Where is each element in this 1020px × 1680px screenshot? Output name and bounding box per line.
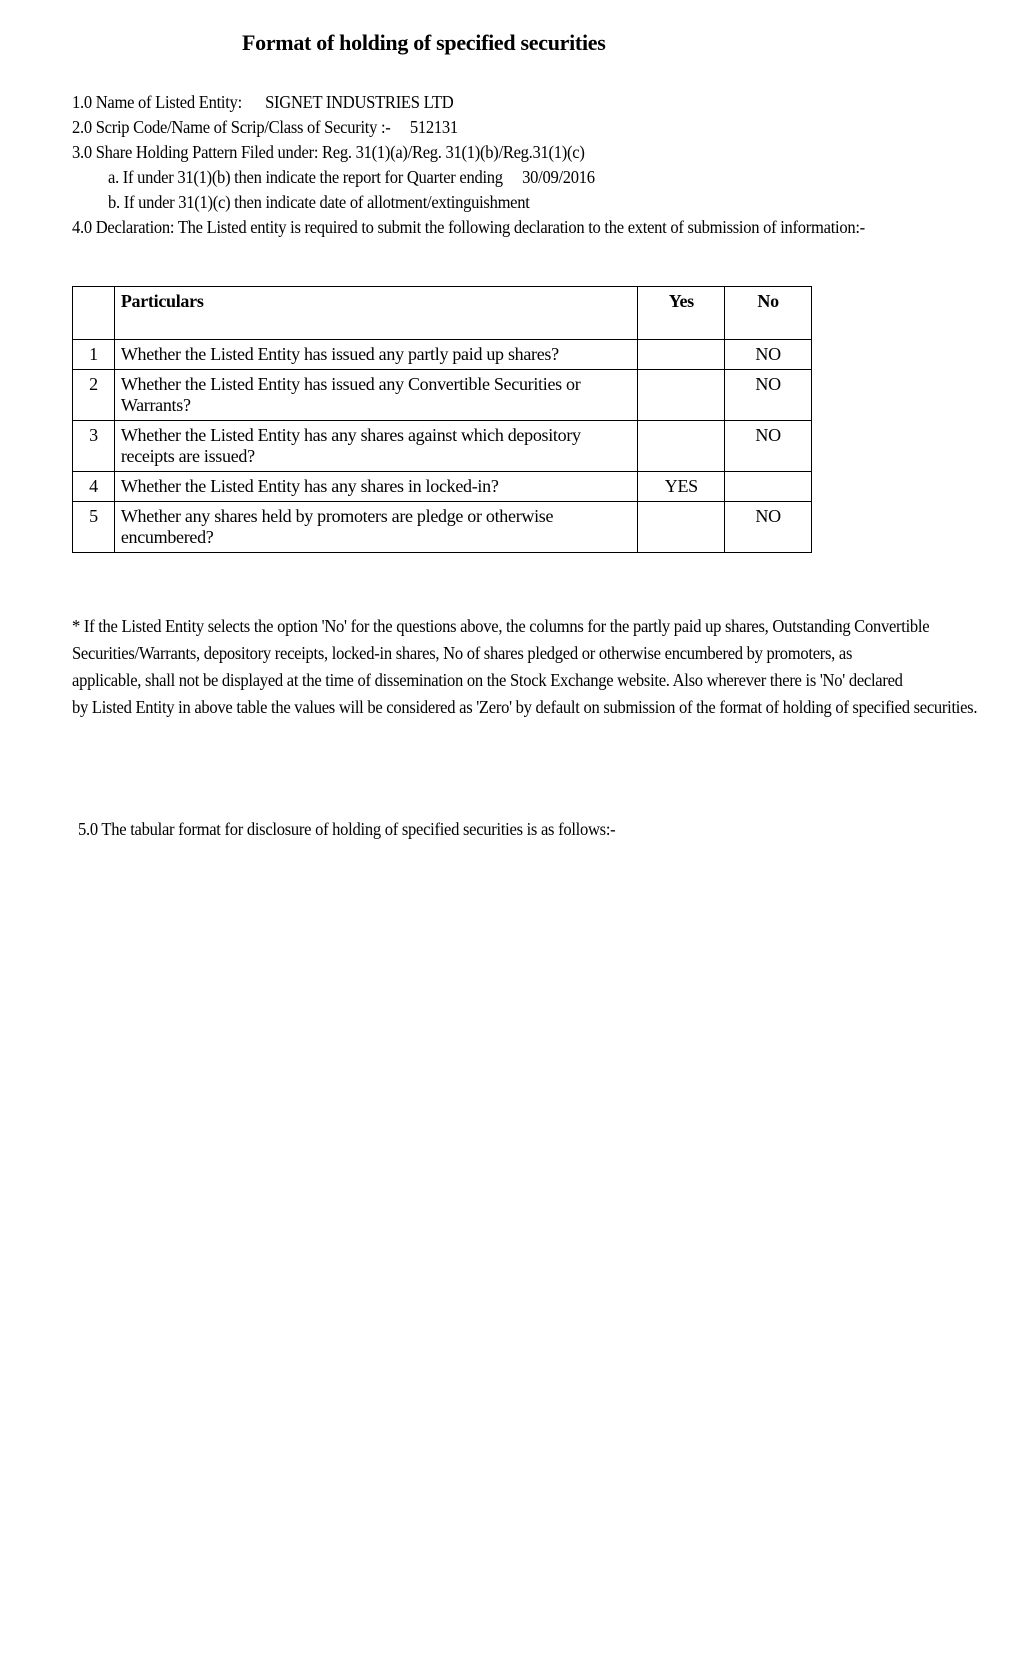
table-row: 3 Whether the Listed Entity has any shar… xyxy=(73,421,812,472)
row-num: 1 xyxy=(73,340,115,370)
line-2: 2.0 Scrip Code/Name of Scrip/Class of Se… xyxy=(72,117,878,138)
table-row: 5 Whether any shares held by promoters a… xyxy=(73,502,812,553)
line-4: 4.0 Declaration: The Listed entity is re… xyxy=(72,217,878,238)
table-header-row: Particulars Yes No xyxy=(73,287,812,340)
row-num: 2 xyxy=(73,370,115,421)
line-5: 5.0 The tabular format for disclosure of… xyxy=(78,819,878,840)
footnote-line-1: * If the Listed Entity selects the optio… xyxy=(72,613,878,640)
row-num: 5 xyxy=(73,502,115,553)
header-blank xyxy=(73,287,115,340)
row-particulars: Whether the Listed Entity has issued any… xyxy=(114,340,638,370)
footnote-line-4: by Listed Entity in above table the valu… xyxy=(72,694,878,721)
line-3a-value: 30/09/2016 xyxy=(522,167,595,187)
row-num: 3 xyxy=(73,421,115,472)
header-no: No xyxy=(725,287,812,340)
row-yes xyxy=(638,340,725,370)
footnote-line-3: applicable, shall not be displayed at th… xyxy=(72,667,878,694)
row-yes xyxy=(638,421,725,472)
page-title: Format of holding of specified securitie… xyxy=(242,30,948,56)
row-no: NO xyxy=(725,340,812,370)
row-yes: YES xyxy=(638,472,725,502)
row-particulars: Whether the Listed Entity has any shares… xyxy=(114,421,638,472)
line-2-value: 512131 xyxy=(410,117,458,137)
header-yes: Yes xyxy=(638,287,725,340)
row-num: 4 xyxy=(73,472,115,502)
footnote-line-2: Securities/Warrants, depository receipts… xyxy=(72,640,878,667)
row-particulars: Whether the Listed Entity has any shares… xyxy=(114,472,638,502)
row-no: NO xyxy=(725,370,812,421)
declaration-table: Particulars Yes No 1 Whether the Listed … xyxy=(72,286,812,553)
line-1-value: SIGNET INDUSTRIES LTD xyxy=(265,92,453,112)
line-1: 1.0 Name of Listed Entity: SIGNET INDUST… xyxy=(72,92,878,113)
line-3b: b. If under 31(1)(c) then indicate date … xyxy=(108,192,881,213)
line-2-label: 2.0 Scrip Code/Name of Scrip/Class of Se… xyxy=(72,117,391,137)
line-3a: a. If under 31(1)(b) then indicate the r… xyxy=(108,167,881,188)
row-particulars: Whether any shares held by promoters are… xyxy=(114,502,638,553)
row-yes xyxy=(638,502,725,553)
table-row: 4 Whether the Listed Entity has any shar… xyxy=(73,472,812,502)
table-row: 2 Whether the Listed Entity has issued a… xyxy=(73,370,812,421)
table-row: 1 Whether the Listed Entity has issued a… xyxy=(73,340,812,370)
row-no: NO xyxy=(725,502,812,553)
row-particulars: Whether the Listed Entity has issued any… xyxy=(114,370,638,421)
line-1-label: 1.0 Name of Listed Entity: xyxy=(72,92,242,112)
row-yes xyxy=(638,370,725,421)
line-3a-label: a. If under 31(1)(b) then indicate the r… xyxy=(108,167,503,187)
row-no xyxy=(725,472,812,502)
row-no: NO xyxy=(725,421,812,472)
header-particulars: Particulars xyxy=(114,287,638,340)
line-3: 3.0 Share Holding Pattern Filed under: R… xyxy=(72,142,878,163)
